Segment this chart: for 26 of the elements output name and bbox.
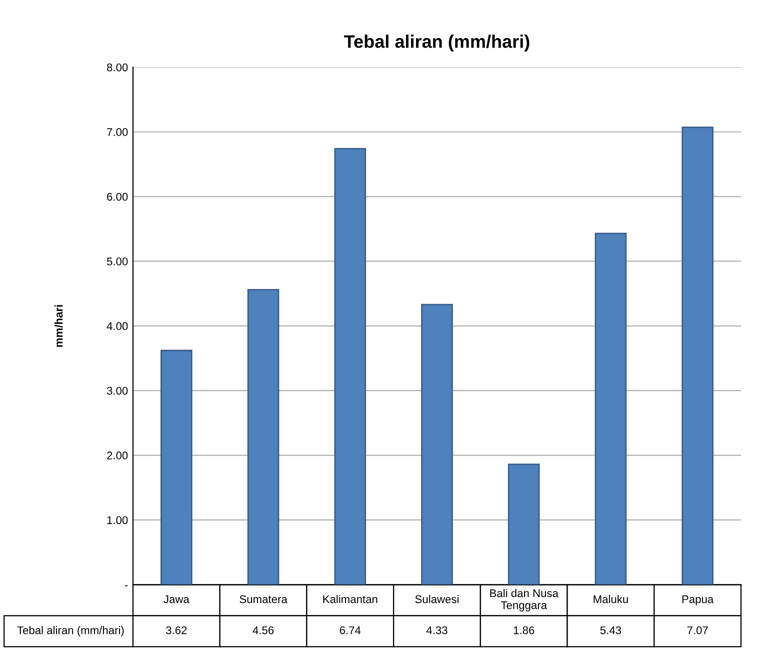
y-tick-label: 5.00 [106,258,128,266]
x-tick-label: Maluku [594,594,628,604]
data-label: 5.43 [600,626,622,634]
data-label: 7.07 [687,626,708,634]
y-tick-label: 4.00 [106,322,128,330]
y-tick-label: 7.00 [107,128,128,136]
x-tick-label: Jawa [164,595,190,604]
y-tick-label: 8.00 [107,63,128,72]
data-label: 3.62 [166,626,187,634]
y-tick-label: - [124,585,128,586]
x-tick-label: Papua [682,595,714,606]
x-tick-label: Sulawesi [415,594,458,604]
y-axis-title: mm/hari [54,305,63,347]
x-tick-label: Kalimantan [323,594,378,604]
y-tick-label: 6.00 [107,192,128,201]
y-tick-label: 3.00 [106,386,128,395]
y-tick-label: 1.00 [107,516,128,524]
data-label: 6.74 [340,626,361,634]
data-label: 1.86 [514,626,534,634]
x-tick-label: Sumatera [240,595,288,604]
text: Tebal aliran (mm/hari) [17,626,124,636]
chart-title: Tebal aliran (mm/hari) [344,34,530,52]
y-tick-label: 2.00 [107,452,128,460]
x-tick-label: Bali dan Nusa Tenggara [490,589,558,612]
data-label: 4.33 [426,626,448,634]
data-label: 4.56 [252,626,274,634]
